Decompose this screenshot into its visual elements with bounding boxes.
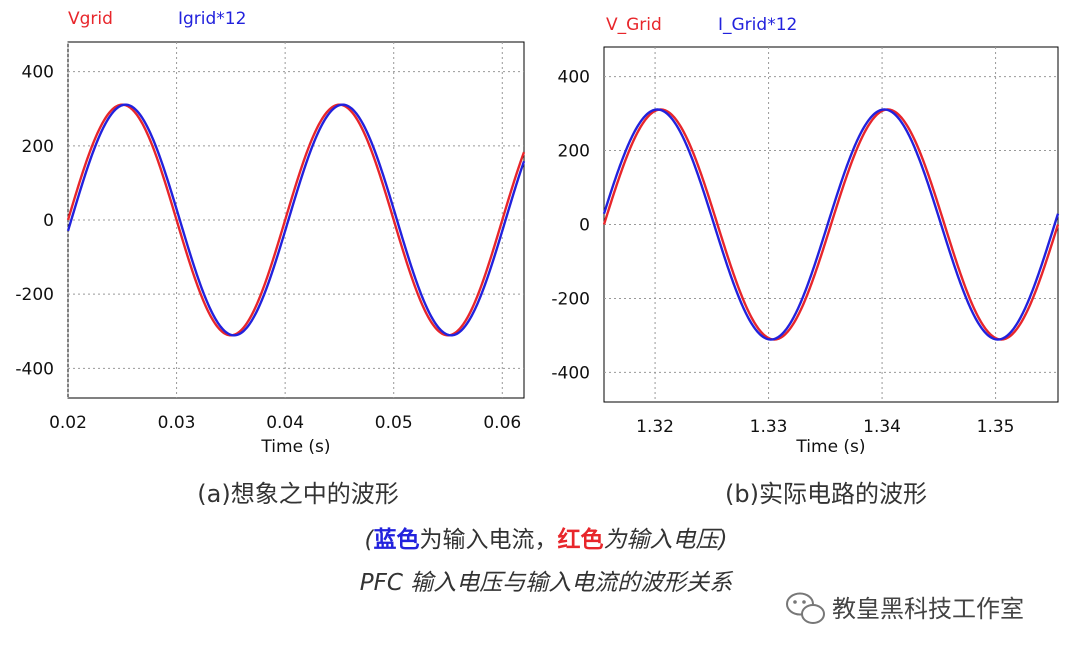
- x-tick-label: 1.33: [750, 417, 788, 437]
- legend-igrid: Igrid*12: [178, 9, 246, 29]
- series-lines: [66, 103, 526, 337]
- y-tick-label: -200: [551, 289, 590, 309]
- x-tick-label: 1.34: [863, 417, 901, 437]
- figure-title: PFC 输入电压与输入电流的波形关系: [360, 570, 734, 596]
- legend-open: (: [365, 527, 375, 553]
- y-tick-label: 0: [43, 211, 54, 231]
- plot-frame: [67, 41, 525, 399]
- series-line-igrid-12: [66, 103, 526, 337]
- grid-lines: [67, 42, 524, 398]
- wechat-icon: [786, 592, 825, 624]
- series-line-v-grid: [602, 108, 1060, 341]
- grid-lines: [604, 47, 1058, 402]
- legend-voltage-text: 为输入电压): [604, 527, 728, 553]
- caption-right: (b)实际电路的波形: [725, 480, 927, 508]
- caption-left: (a)想象之中的波形: [197, 480, 398, 508]
- legend-v-grid: V_Grid: [606, 15, 662, 35]
- legend-i-grid: I_Grid*12: [718, 15, 797, 35]
- series-line-i-grid-12: [602, 108, 1060, 341]
- x-tick-label: 0.04: [266, 413, 304, 433]
- y-tick-label: 0: [579, 216, 590, 236]
- y-tick-labels: 400 200 0 -200 -400: [551, 68, 590, 384]
- x-tick-label: 0.03: [158, 413, 196, 433]
- y-tick-label: -400: [551, 363, 590, 383]
- x-tick-label: 0.06: [483, 413, 521, 433]
- x-axis-label: Time (s): [795, 437, 865, 457]
- x-tick-label: 1.35: [977, 417, 1015, 437]
- x-tick-labels: 0.02 0.03 0.04 0.05 0.06: [49, 413, 521, 433]
- y-tick-label: 200: [558, 142, 590, 162]
- y-tick-labels: 400 200 0 -200 -400: [15, 63, 54, 380]
- series-line-vgrid: [66, 103, 526, 337]
- y-tick-label: -400: [15, 359, 54, 379]
- x-tick-label: 0.02: [49, 413, 87, 433]
- x-tick-label: 0.05: [375, 413, 413, 433]
- y-tick-label: 400: [558, 68, 590, 88]
- x-axis-label: Time (s): [260, 437, 330, 457]
- watermark-text: 教皇黑科技工作室: [832, 595, 1024, 623]
- y-tick-label: -200: [15, 285, 54, 305]
- x-tick-labels: 1.32 1.33 1.34 1.35: [636, 417, 1014, 437]
- legend-red-word: 红色: [558, 526, 604, 553]
- x-tick-label: 1.32: [636, 417, 674, 437]
- legend-blue-word: 蓝色: [374, 526, 420, 553]
- watermark: 教皇黑科技工作室: [786, 592, 1024, 624]
- series-lines: [602, 108, 1060, 341]
- legend-vgrid: Vgrid: [68, 9, 113, 29]
- color-legend-caption: (蓝色为输入电流，红色为输入电压): [365, 526, 728, 553]
- y-tick-label: 200: [22, 137, 54, 157]
- legend-current-text: 为输入电流，: [420, 527, 558, 553]
- y-tick-label: 400: [22, 63, 54, 83]
